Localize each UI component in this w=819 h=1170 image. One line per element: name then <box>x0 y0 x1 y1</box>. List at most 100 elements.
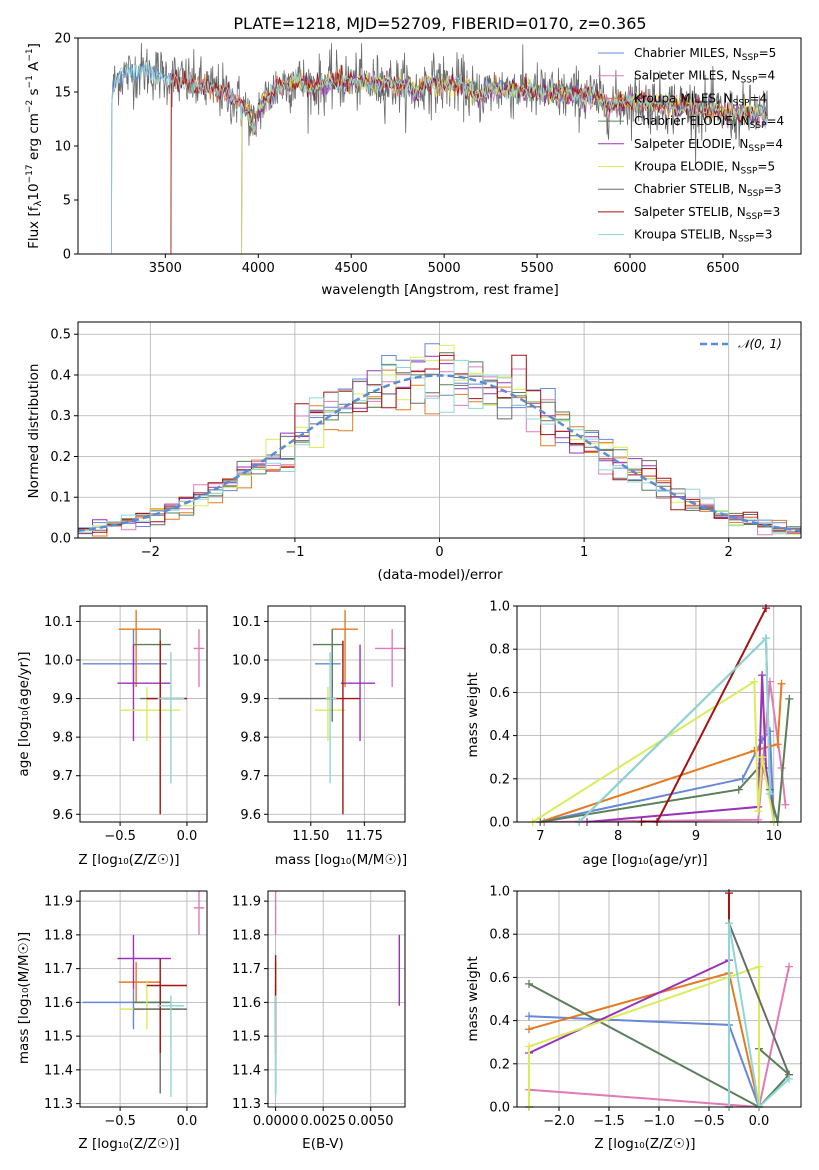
residuals-ytick-label: 0.2 <box>50 450 71 465</box>
data-point <box>159 984 162 987</box>
age-vs-Z-frame <box>79 605 208 823</box>
histogram-series <box>78 352 801 534</box>
age-vs-mass-ytick-label: 9.9 <box>240 692 261 707</box>
weight-vs-age-xtick-label: 10 <box>765 829 782 844</box>
weight-z-xlabel: Z [log₁₀(Z/Z☉)] <box>594 1136 695 1152</box>
data-point <box>327 709 329 711</box>
spectrum-ytick-label: 15 <box>54 86 71 101</box>
age-vs-Z-ytick-label: 9.7 <box>52 769 73 784</box>
data-point <box>359 682 361 684</box>
age-vs-mass-ytick-label: 9.8 <box>240 731 261 746</box>
weight-series-line <box>528 983 791 1107</box>
weight-vs-Z-frame <box>516 890 802 1108</box>
legend-label: 𝒩(0, 1) <box>738 337 782 351</box>
residuals-xlabel: (data-model)/error <box>377 567 503 583</box>
mass-vs-EBV-axes: 0.0000 0.0025 0.0050 11.3 11.4 11.5 11.6 11.7 11… <box>232 891 405 1129</box>
mass-vs-Z-xtick-label: 0.0 <box>177 1114 198 1129</box>
age-vs-mass-xtick-label: 11.50 <box>292 829 329 844</box>
mass-vs-Z-axes: −0.5 0.0 11.3 11.4 11.5 11.6 11.7 11.8 11.9 <box>44 891 207 1129</box>
weight-marker <box>525 1042 533 1051</box>
weight-marker <box>734 785 743 794</box>
age-vs-mass-ytick-label: 9.7 <box>240 769 261 784</box>
data-point <box>135 628 137 630</box>
mass-vs-Z-frame <box>79 890 208 1108</box>
weight-vs-age-ytick-label: 0.0 <box>489 816 510 831</box>
spectrum-xtick-label: 5000 <box>428 261 461 276</box>
data-point <box>198 907 200 909</box>
residuals-frame <box>77 321 802 539</box>
weight-marker <box>785 694 794 703</box>
weight-vs-Z-ytick-label: 0.0 <box>489 1101 510 1116</box>
spectrum-xtick-label: 3500 <box>149 261 182 276</box>
spectrum-title: PLATE=1218, MJD=52709, FIBERID=0170, z=0… <box>233 14 646 33</box>
legend-label: Salpeter MILES, NSSP=4 <box>634 69 775 86</box>
weight-marker <box>765 789 774 798</box>
data-point <box>331 643 334 646</box>
spectrum-ytick-label: 20 <box>54 32 71 47</box>
spectrum-ytick-label: 10 <box>54 140 71 155</box>
mass-vs-metallicity-panel: Z [log₁₀(Z/Z☉)] mass [log₁₀(M/M☉)] −0.5 0… <box>16 890 208 1152</box>
weight-series-line <box>528 965 760 1107</box>
data-point <box>274 1004 277 1007</box>
spectrum-ytick-label: 0 <box>63 248 71 263</box>
weight-vs-Z-xtick-label: −1.0 <box>643 1114 675 1129</box>
legend-label: Chabrier ELODIE, NSSP=4 <box>634 114 784 131</box>
data-point <box>198 647 200 650</box>
mass-vs-EBV-xtick-label: 0.0025 <box>300 1114 346 1129</box>
data-point <box>391 647 393 650</box>
mass-vs-Z-xtick-label: −0.5 <box>104 1114 136 1129</box>
weight-marker <box>777 679 786 688</box>
residuals-ytick-label: 0.3 <box>50 409 71 424</box>
age-vs-Z-axes: −0.5 0.0 9.6 9.7 9.8 9.9 10.0 10.1 <box>44 606 207 844</box>
mass-vs-Z-ytick-label: 11.6 <box>44 996 73 1011</box>
data-point <box>344 628 346 630</box>
residuals-ytick-label: 0.0 <box>50 532 71 547</box>
spectrum-xlabel: wavelength [Angstrom, rest frame] <box>321 282 559 298</box>
spectrum-ytick-label: 5 <box>63 194 71 209</box>
data-point <box>146 709 148 711</box>
weight-marker <box>725 889 733 898</box>
weight-marker <box>785 1074 793 1083</box>
weight-marker <box>758 671 767 680</box>
age-vs-Z-ytick-label: 9.8 <box>52 731 73 746</box>
residuals-xtick-label: 1 <box>580 545 588 560</box>
spectrum-xtick-label: 6500 <box>706 261 739 276</box>
legend-label: Salpeter STELIB, NSSP=3 <box>634 205 780 222</box>
legend-label: Salpeter ELODIE, NSSP=4 <box>634 137 783 154</box>
mass-z-xlabel: Z [log₁₀(Z/Z☉)] <box>78 1136 179 1152</box>
weight-marker <box>781 800 790 809</box>
mass-vs-EBV-ytick-label: 11.8 <box>232 928 261 943</box>
age-z-ylabel: age [log₁₀(age/yr)] <box>16 651 32 776</box>
data-point <box>274 984 277 987</box>
data-point <box>342 697 344 700</box>
spectrum-axes: 3500 4000 4500 5000 5500 6000 6500 0 5 10 15 20 <box>54 32 739 277</box>
weight-z-ylabel: mass weight <box>465 956 481 1041</box>
weight-vs-age-ytick-label: 1.0 <box>489 600 510 615</box>
age-vs-Z-ytick-label: 10.0 <box>44 654 73 669</box>
residuals-xtick-label: −1 <box>285 545 304 560</box>
mass-vs-EBV-xtick-label: 0.0000 <box>253 1114 299 1129</box>
data-point <box>274 907 277 909</box>
weight-marker <box>754 815 763 824</box>
data-point <box>170 1004 172 1007</box>
weight-vs-age-ytick-label: 0.4 <box>489 729 510 744</box>
weight-vs-Z-xtick-label: 0.0 <box>749 1114 770 1129</box>
weight-vs-age-panel: age [log₁₀(age/yr)] mass weight 7 8 9 10 0.0… <box>465 600 802 868</box>
weight-age-ylabel: mass weight <box>465 672 481 757</box>
mass-vs-EBV-xtick-label: 0.0050 <box>348 1114 394 1129</box>
data-point <box>170 697 172 700</box>
mass-vs-EBV-ytick-label: 11.4 <box>232 1063 261 1078</box>
mass-vs-EBV-ytick-label: 11.6 <box>232 996 261 1011</box>
weight-marker <box>755 962 763 971</box>
weight-vs-Z-xtick-label: −0.5 <box>693 1114 725 1129</box>
weight-series-line <box>641 607 767 822</box>
weight-vs-Z-ytick-label: 0.8 <box>489 928 510 943</box>
mass-vs-Z-ytick-label: 11.9 <box>44 895 73 910</box>
legend-label: Kroupa STELIB, NSSP=3 <box>634 228 772 245</box>
weight-vs-age-xtick-label: 7 <box>536 829 544 844</box>
data-point <box>329 697 331 700</box>
residuals-panel: (data-model)/error Normed distribution −… <box>26 321 802 583</box>
mass-vs-Z-ytick-label: 11.8 <box>44 928 73 943</box>
data-point <box>132 682 135 684</box>
weight-series-line <box>532 679 775 822</box>
